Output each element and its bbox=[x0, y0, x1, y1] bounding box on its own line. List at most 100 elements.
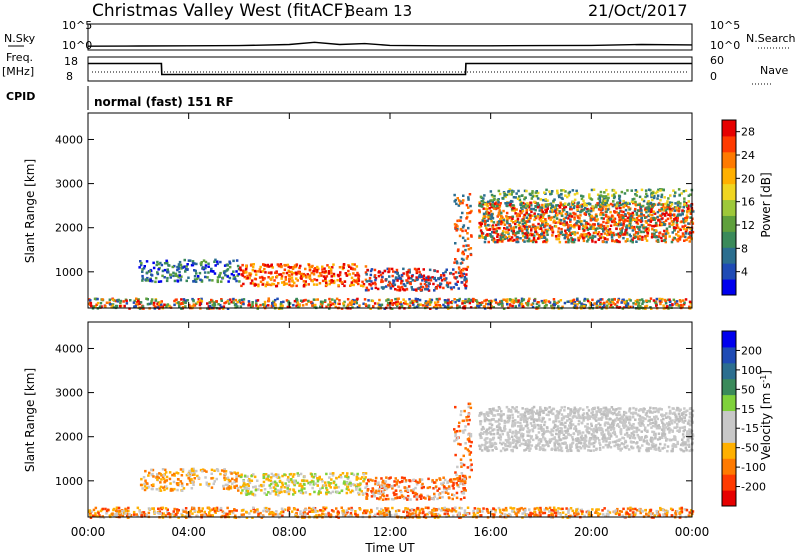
echo-cell bbox=[689, 227, 692, 230]
echo-cell bbox=[502, 307, 506, 310]
echo-cell bbox=[611, 203, 615, 207]
freq-series-line bbox=[88, 62, 692, 76]
echo-cell bbox=[561, 197, 564, 200]
echo-cell bbox=[329, 482, 332, 485]
echo-cell bbox=[251, 301, 254, 304]
echo-cell bbox=[469, 306, 473, 309]
echo-cell bbox=[413, 267, 417, 271]
echo-cell bbox=[279, 263, 283, 266]
echo-cell bbox=[539, 506, 542, 510]
echo-cell bbox=[162, 486, 165, 489]
echo-cell bbox=[559, 201, 562, 205]
echo-cell bbox=[410, 508, 414, 511]
echo-cell bbox=[498, 240, 501, 243]
echo-cell bbox=[637, 214, 640, 218]
echo-cell bbox=[242, 513, 245, 516]
echo-cell bbox=[119, 513, 122, 517]
echo-cell bbox=[288, 277, 292, 280]
echo-cell bbox=[484, 237, 487, 241]
echo-cell bbox=[527, 217, 530, 221]
echo-cell bbox=[615, 304, 619, 308]
echo-cell bbox=[541, 229, 544, 233]
echo-cell bbox=[535, 194, 539, 198]
echo-cell bbox=[207, 512, 211, 516]
echo-cell bbox=[306, 512, 309, 515]
echo-cell bbox=[543, 224, 547, 228]
echo-cell bbox=[271, 300, 275, 304]
echo-cell bbox=[629, 515, 632, 518]
echo-cell bbox=[166, 268, 169, 271]
echo-cell bbox=[676, 219, 679, 222]
echo-cell bbox=[489, 203, 492, 206]
echo-cell bbox=[453, 261, 456, 264]
echo-cell bbox=[193, 471, 196, 475]
echo-cell bbox=[536, 301, 540, 304]
echo-cell bbox=[567, 228, 571, 231]
echo-cell bbox=[298, 270, 301, 274]
echo-cell bbox=[310, 510, 314, 513]
echo-cell bbox=[539, 213, 543, 217]
echo-cell bbox=[456, 299, 459, 302]
echo-cell bbox=[624, 213, 627, 216]
echo-cell bbox=[457, 219, 461, 222]
echo-cell bbox=[314, 474, 317, 478]
echo-cell bbox=[470, 209, 473, 213]
echo-cell bbox=[672, 213, 676, 216]
echo-cell bbox=[618, 235, 621, 239]
echo-cell bbox=[526, 205, 529, 208]
echo-cell bbox=[569, 207, 572, 211]
echo-cell bbox=[108, 298, 112, 301]
echo-cell bbox=[414, 297, 418, 301]
echo-cell bbox=[570, 207, 573, 211]
echo-cell bbox=[168, 477, 172, 481]
echo-cell bbox=[282, 283, 286, 286]
echo-cell bbox=[229, 479, 232, 483]
echo-cell bbox=[264, 271, 267, 274]
echo-cell bbox=[462, 252, 465, 256]
echo-cell bbox=[302, 274, 305, 278]
echo-cell bbox=[526, 220, 529, 223]
echo-cell bbox=[531, 190, 534, 193]
echo-cell bbox=[572, 240, 576, 244]
echo-cell bbox=[651, 198, 654, 202]
echo-cell bbox=[444, 270, 447, 274]
echo-cell bbox=[235, 279, 238, 283]
echo-cell bbox=[478, 304, 481, 308]
echo-cell bbox=[286, 263, 289, 267]
echo-cell bbox=[143, 514, 147, 517]
echo-cell bbox=[604, 203, 607, 206]
echo-cell bbox=[463, 305, 466, 308]
echo-cell bbox=[652, 202, 656, 206]
echo-cell bbox=[262, 263, 265, 266]
echo-cell bbox=[537, 213, 540, 216]
echo-cell bbox=[329, 300, 332, 304]
echo-cell bbox=[686, 210, 689, 213]
echo-cell bbox=[593, 216, 596, 220]
echo-cell bbox=[233, 480, 236, 484]
echo-cell bbox=[651, 233, 654, 236]
echo-cell bbox=[601, 227, 604, 230]
echo-cell bbox=[550, 304, 553, 308]
echo-cell bbox=[352, 283, 355, 287]
echo-cell bbox=[323, 508, 327, 511]
echo-cell bbox=[319, 487, 322, 491]
echo-cell bbox=[638, 508, 641, 511]
echo-cell bbox=[629, 217, 632, 221]
echo-cell bbox=[613, 510, 616, 514]
echo-cell bbox=[139, 301, 143, 304]
echo-cell bbox=[139, 263, 143, 267]
echo-cell bbox=[129, 514, 133, 517]
echo-cell bbox=[569, 223, 573, 227]
echo-cell bbox=[468, 193, 472, 196]
echo-cell bbox=[564, 212, 568, 216]
nsky-panel-frame bbox=[87, 23, 693, 51]
echo-cell bbox=[169, 482, 172, 485]
echo-cell bbox=[491, 200, 494, 204]
echo-cell bbox=[358, 304, 361, 307]
echo-cell bbox=[493, 194, 496, 198]
echo-cell bbox=[602, 228, 606, 231]
echo-cell bbox=[295, 284, 298, 288]
echo-cell bbox=[524, 236, 527, 239]
echo-cell bbox=[156, 511, 160, 515]
echo-cell bbox=[267, 491, 270, 494]
